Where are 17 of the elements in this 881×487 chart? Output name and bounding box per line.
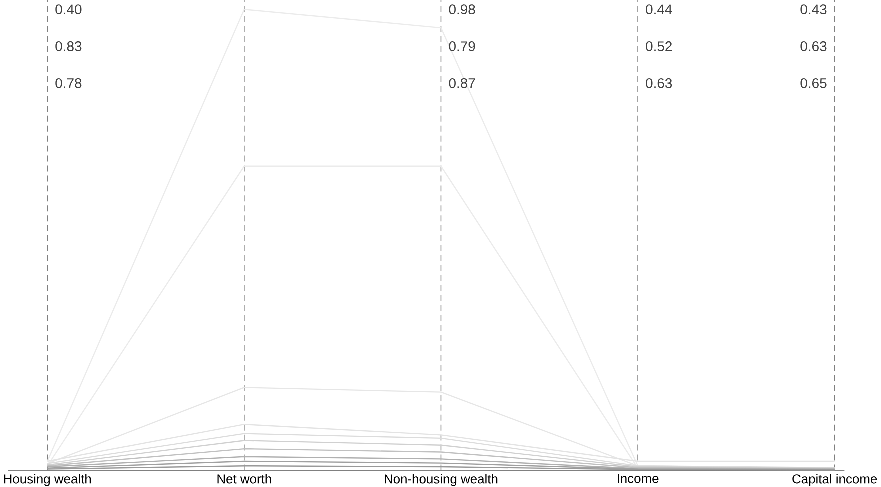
annotation: 0.83 xyxy=(56,42,82,52)
annotation: 0.40 xyxy=(56,4,82,15)
annotation: 0.52 xyxy=(646,42,672,52)
x-tick-label: Non-housing wealth xyxy=(385,474,498,486)
annotation: 0.87 xyxy=(449,78,476,88)
annotation: 0.43 xyxy=(800,4,827,15)
annotation: 0.63 xyxy=(800,42,827,52)
annotation: 0.78 xyxy=(56,78,82,88)
x-tick-label: Income xyxy=(618,474,659,484)
x-tick-label: Net worth xyxy=(218,474,272,484)
annotation: 0.63 xyxy=(646,78,672,88)
annotation: 0.65 xyxy=(800,78,827,88)
annotation: 0.79 xyxy=(449,42,476,52)
annotation: 0.44 xyxy=(646,4,672,15)
x-tick-label: Capital income xyxy=(792,474,878,486)
x-tick-label: Housing wealth xyxy=(4,474,92,486)
annotation: 0.98 xyxy=(449,4,476,15)
